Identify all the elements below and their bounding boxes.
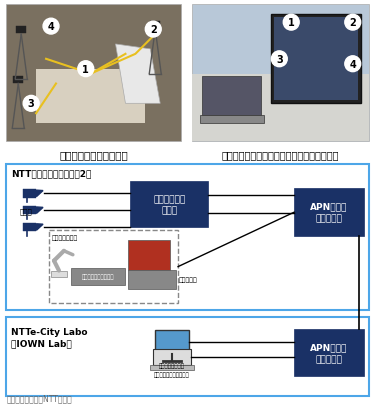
Text: ロボットアーム: ロボットアーム [52, 234, 78, 240]
FancyBboxPatch shape [150, 22, 160, 29]
FancyBboxPatch shape [153, 349, 191, 364]
Text: 出典：三菱電機・NTT東日本: 出典：三菱電機・NTT東日本 [6, 394, 72, 403]
Text: 遠隔操作用モニタ: 遠隔操作用モニタ [159, 363, 185, 369]
FancyBboxPatch shape [272, 15, 361, 104]
FancyBboxPatch shape [192, 5, 369, 142]
Polygon shape [36, 224, 43, 231]
Text: NTT東日本初台本社ビル2階: NTT東日本初台本社ビル2階 [11, 168, 92, 178]
FancyBboxPatch shape [51, 271, 67, 277]
Text: シーケンサ: シーケンサ [179, 277, 198, 283]
FancyBboxPatch shape [294, 189, 364, 237]
FancyBboxPatch shape [23, 223, 36, 232]
FancyBboxPatch shape [6, 317, 369, 396]
Text: 1: 1 [82, 64, 89, 75]
FancyBboxPatch shape [71, 268, 126, 286]
FancyBboxPatch shape [13, 77, 23, 83]
Text: ロボットコントローラ: ロボットコントローラ [82, 274, 114, 279]
Text: 低遅延映像処
理技術: 低遅延映像処 理技術 [153, 194, 185, 215]
FancyBboxPatch shape [49, 230, 178, 303]
Circle shape [345, 15, 361, 31]
FancyBboxPatch shape [274, 18, 358, 101]
FancyBboxPatch shape [200, 116, 264, 124]
FancyBboxPatch shape [23, 207, 36, 215]
Circle shape [146, 22, 161, 38]
Circle shape [345, 57, 361, 72]
Text: 4: 4 [350, 60, 356, 70]
FancyBboxPatch shape [23, 190, 36, 198]
Circle shape [283, 15, 299, 31]
Text: NTTe-City Labo
（IOWN Lab）: NTTe-City Labo （IOWN Lab） [11, 327, 88, 348]
Text: ロボット制御用パソコンと遠隔操作用モニタ: ロボット制御用パソコンと遠隔操作用モニタ [222, 149, 339, 160]
Text: 1: 1 [288, 18, 295, 28]
Polygon shape [116, 45, 160, 104]
FancyBboxPatch shape [294, 329, 364, 377]
FancyBboxPatch shape [6, 5, 181, 142]
FancyBboxPatch shape [129, 270, 176, 290]
FancyBboxPatch shape [6, 164, 369, 310]
Text: ロボット制御用パソコン: ロボット制御用パソコン [154, 372, 190, 377]
FancyBboxPatch shape [192, 75, 369, 142]
FancyBboxPatch shape [150, 364, 194, 370]
Text: ロボットアームとカメラ: ロボットアームとカメラ [59, 149, 128, 160]
FancyBboxPatch shape [130, 182, 208, 228]
Text: 3: 3 [276, 55, 283, 65]
Polygon shape [36, 207, 43, 214]
Circle shape [78, 62, 94, 77]
FancyBboxPatch shape [16, 27, 26, 34]
Text: APNプロト
光伝送装置: APNプロト 光伝送装置 [310, 343, 348, 363]
FancyBboxPatch shape [129, 240, 170, 270]
Circle shape [272, 52, 287, 68]
Text: 2: 2 [150, 25, 157, 35]
Text: 3: 3 [28, 99, 34, 109]
Polygon shape [36, 191, 43, 197]
Text: APNプロト
光伝送装置: APNプロト 光伝送装置 [310, 202, 348, 223]
FancyBboxPatch shape [36, 70, 146, 124]
Text: カメラ: カメラ [19, 208, 32, 215]
Circle shape [23, 96, 39, 112]
FancyBboxPatch shape [202, 77, 261, 116]
Text: 2: 2 [350, 18, 356, 28]
Circle shape [43, 19, 59, 35]
Text: 4: 4 [48, 22, 54, 32]
FancyBboxPatch shape [155, 330, 189, 354]
